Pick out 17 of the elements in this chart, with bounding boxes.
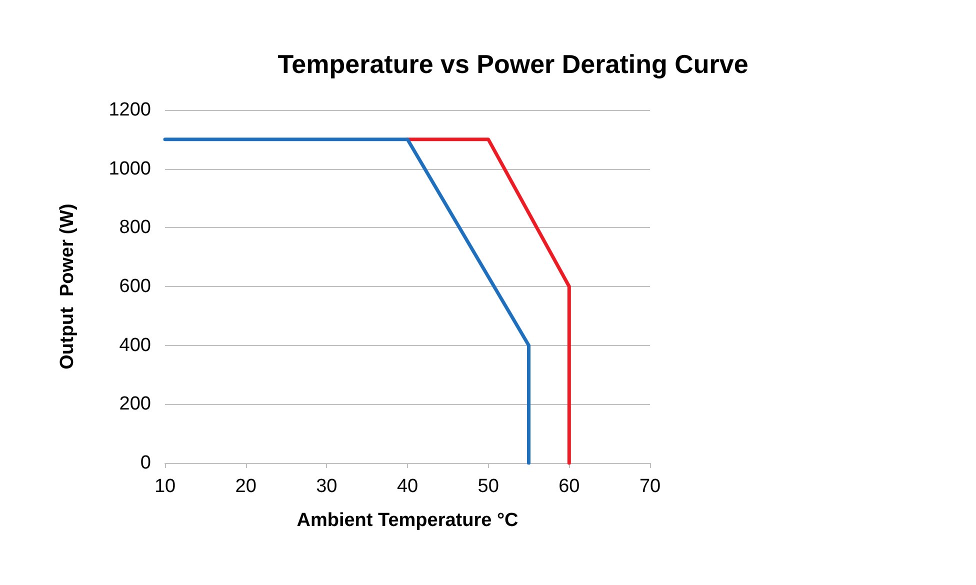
x-tick-label: 20 [235, 476, 256, 497]
x-tick-label: 30 [316, 476, 338, 497]
y-tick-label: 800 [119, 217, 151, 238]
x-tick-label: 40 [396, 476, 418, 497]
y-tick-label: 400 [119, 334, 151, 356]
x-tick-label: 70 [639, 476, 661, 497]
chart-title: Temperature vs Power Derating Curve [278, 49, 748, 79]
y-tick-label: 0 [140, 452, 151, 474]
y-tick-label: 1200 [108, 100, 151, 120]
x-tick-label: 10 [154, 476, 176, 497]
y-tick-label: 600 [119, 276, 151, 297]
x-axis-title: Ambient Temperature °C [296, 510, 519, 531]
x-tick-label: 60 [558, 476, 580, 497]
y-axis-title: Output Power (W) [57, 204, 78, 370]
x-tick-label: 50 [478, 476, 499, 497]
y-tick-label: 1000 [108, 158, 151, 180]
y-tick-label: 200 [119, 394, 151, 415]
